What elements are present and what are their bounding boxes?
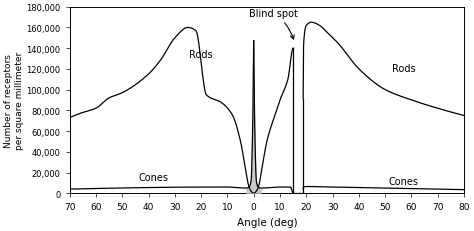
X-axis label: Angle (deg): Angle (deg) xyxy=(237,217,297,227)
Text: Rods: Rods xyxy=(392,64,415,74)
Y-axis label: Number of receptors
per square millimeter: Number of receptors per square millimete… xyxy=(4,52,24,149)
Text: Blind spot: Blind spot xyxy=(249,9,298,40)
Text: Rods: Rods xyxy=(189,50,213,60)
Text: Cones: Cones xyxy=(139,172,169,182)
Text: Cones: Cones xyxy=(389,176,419,186)
